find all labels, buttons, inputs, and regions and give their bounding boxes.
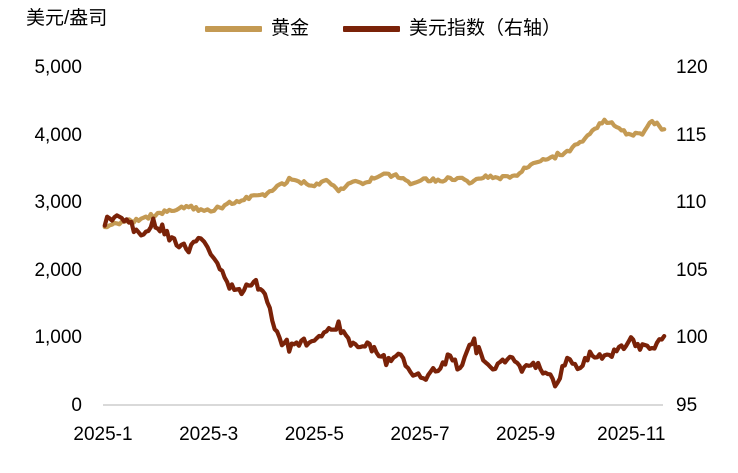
x-axis-tick: 2025-1 bbox=[73, 424, 133, 445]
right-axis-tick: 115 bbox=[676, 124, 707, 146]
left-axis-unit-label: 美元/盎司 bbox=[26, 8, 108, 29]
legend-item-gold[interactable]: 黄金 bbox=[205, 18, 309, 40]
left-axis-tick: 3,000 bbox=[34, 192, 82, 214]
x-axis-tick: 2025-7 bbox=[390, 424, 450, 445]
series-line-dollar-index bbox=[102, 213, 667, 389]
legend-label-gold: 黄金 bbox=[271, 18, 310, 39]
series-line-gold bbox=[102, 117, 667, 230]
x-axis-tick: 2025-9 bbox=[496, 424, 556, 445]
chart-legend: 黄金 美元指数（右轴） bbox=[205, 18, 561, 40]
left-axis-tick: 1,000 bbox=[34, 327, 82, 349]
right-axis-tick: 120 bbox=[676, 57, 708, 78]
left-axis-tick: 4,000 bbox=[34, 124, 82, 146]
legend-swatch-gold bbox=[205, 26, 262, 32]
right-axis-tick: 95 bbox=[676, 395, 698, 416]
right-axis-tick: 105 bbox=[676, 259, 708, 281]
x-axis-tick: 2025-11 bbox=[597, 424, 666, 445]
x-axis-tick: 2025-3 bbox=[179, 424, 239, 445]
right-y-axis: 120 115 110 105 100 95 bbox=[672, 0, 738, 473]
left-axis-tick: 2,000 bbox=[34, 259, 82, 281]
legend-item-dollar-index[interactable]: 美元指数（右轴） bbox=[343, 18, 561, 40]
x-axis-tick: 2025-5 bbox=[284, 424, 344, 445]
left-y-axis: 5,000 4,000 3,000 2,000 1,000 0 bbox=[0, 0, 92, 473]
legend-label-dollar-index: 美元指数（右轴） bbox=[409, 18, 562, 39]
left-axis-tick: 0 bbox=[71, 395, 82, 416]
x-axis: 2025-1 2025-3 2025-5 2025-7 2025-9 2025-11 bbox=[0, 424, 738, 464]
left-axis-tick: 5,000 bbox=[34, 57, 82, 78]
right-axis-tick: 110 bbox=[676, 192, 707, 214]
legend-swatch-dollar-index bbox=[343, 26, 401, 32]
right-axis-tick: 100 bbox=[676, 327, 708, 349]
